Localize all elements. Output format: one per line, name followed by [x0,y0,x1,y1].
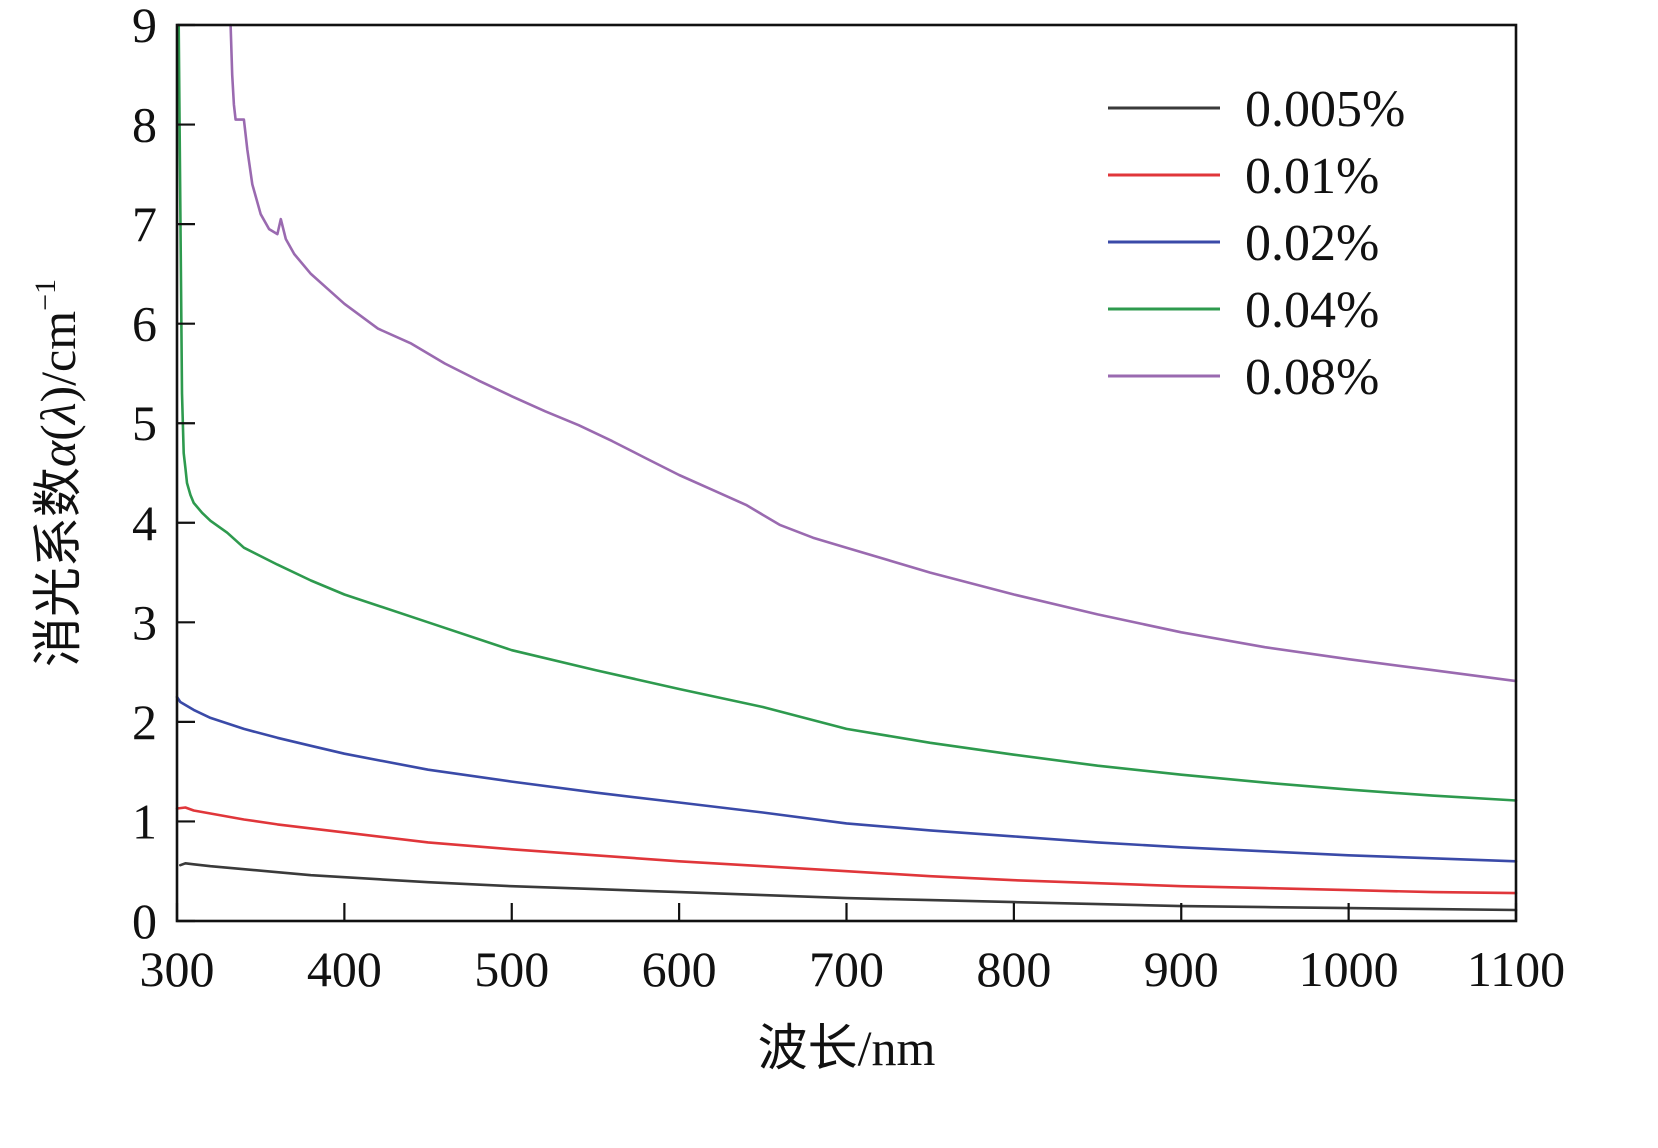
y-tick-label: 5 [132,395,157,451]
legend-label-4: 0.04% [1245,282,1379,339]
y-axis-title-superscript: −1 [29,279,62,311]
y-tick-label: 3 [132,594,157,650]
x-tick-label: 900 [1144,941,1219,997]
series-line-3 [175,695,1518,863]
y-axis-title-lambda: λ [30,403,86,427]
series-line-4 [177,23,1518,802]
y-tick-label: 8 [132,97,157,153]
x-axis-title: 波长/nm [758,1020,936,1076]
y-tick-label: 7 [132,196,157,252]
y-axis-title-open: ( [30,424,86,441]
x-tick-label: 800 [976,941,1051,997]
x-tick-label: 1000 [1299,941,1399,997]
x-tick-label: 400 [307,941,382,997]
x-tick-label: 300 [140,941,215,997]
y-tick-label: 4 [132,495,157,551]
x-tick-label: 1100 [1467,941,1565,997]
y-tick-label: 2 [132,694,157,750]
extinction-coefficient-chart: 300 400 500 600 700 800 900 1000 11000123456789 … [0,0,1568,1086]
legend-label-3: 0.02% [1245,215,1379,272]
y-axis-title-alpha: α [30,439,86,467]
y-axis-title-unit: )/cm [30,311,86,403]
legend-label-1: 0.005% [1245,81,1405,138]
y-axis-title: 消光系数α(λ)/cm−1 [29,279,86,667]
y-tick-label: 6 [132,296,157,352]
series-layer [175,23,1518,912]
series-line-1 [179,862,1518,912]
y-tick-label: 0 [132,893,157,949]
legend: 0.005% 0.01% 0.02% 0.04% 0.08% [1108,81,1405,406]
series-line-5 [229,23,1518,683]
legend-label-2: 0.01% [1245,148,1379,205]
y-tick-label: 1 [132,793,157,849]
y-tick-label: 9 [132,0,157,53]
legend-label-5: 0.08% [1245,349,1379,406]
y-axis-title-prefix: 消光系数 [30,467,86,667]
ticks-layer: 300 400 500 600 700 800 900 1000 1100 0 1 2 3 4 5 6 7 8 9 [132,0,1565,997]
x-tick-label: 500 [474,941,549,997]
x-tick-label: 600 [642,941,717,997]
chart-background [0,0,1568,1086]
x-tick-label: 700 [809,941,884,997]
series-line-2 [175,806,1518,895]
